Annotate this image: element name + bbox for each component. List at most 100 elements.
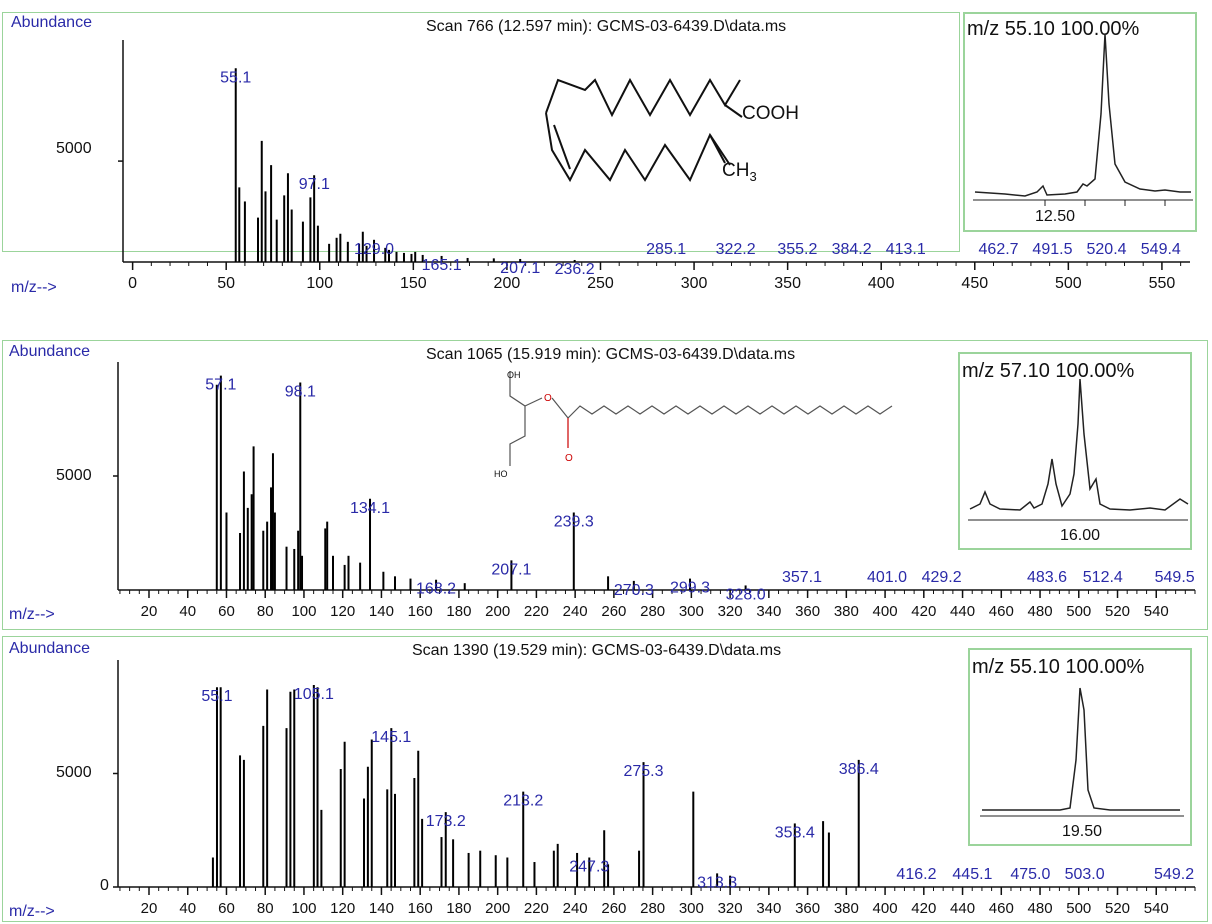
x-axis-title: m/z--> — [11, 279, 57, 296]
spectrum-frame — [2, 636, 1208, 922]
x-tick-label: 180 — [446, 900, 471, 917]
x-tick-label: 140 — [369, 900, 394, 917]
peak-label: 386.4 — [839, 761, 879, 778]
inset-title: m/z 55.10 100.00% — [967, 18, 1140, 40]
spectrum-panel-1: Abundance Scan 766 (12.597 min): GCMS-03… — [0, 0, 1212, 300]
peak-label: 503.0 — [1065, 866, 1105, 883]
x-tick-label: 40 — [179, 900, 196, 917]
x-tick-label: 100 — [291, 603, 316, 620]
peak-label: 328.0 — [726, 586, 766, 603]
peak-label: 353.4 — [775, 824, 815, 841]
molecule-structure — [545, 77, 743, 183]
structure-methyl-bond — [709, 134, 726, 164]
x-tick-label: 520 — [1105, 900, 1130, 917]
x-axis-title: m/z--> — [9, 606, 55, 623]
ion-chromatogram-inset: m/z 55.10 100.00% 19.50 — [968, 648, 1192, 846]
structure-o-link: O — [544, 393, 552, 404]
peak-label: 247.3 — [569, 858, 609, 875]
x-tick-label: 520 — [1105, 603, 1130, 620]
scan-title: Scan 1065 (15.919 min): GCMS-03-6439.D\d… — [426, 346, 796, 363]
x-tick-label: 120 — [330, 900, 355, 917]
x-tick-label: 460 — [989, 603, 1014, 620]
structure-glycerol — [509, 371, 526, 466]
x-tick-label: 280 — [640, 900, 665, 917]
y-tick-label: 5000 — [56, 140, 92, 157]
x-tick-label: 240 — [563, 603, 588, 620]
peak-label: 145.1 — [371, 729, 411, 746]
x-tick-label: 220 — [524, 900, 549, 917]
y-tick-label: 0 — [100, 877, 109, 894]
x-tick-label: 240 — [563, 900, 588, 917]
x-tick-label: 420 — [911, 900, 936, 917]
x-tick-label: 280 — [640, 603, 665, 620]
peak-label: 429.2 — [922, 569, 962, 586]
x-tick-label: 140 — [369, 603, 394, 620]
peak-label: 322.2 — [716, 241, 756, 258]
y-axis-title: Abundance — [9, 343, 90, 360]
x-tick-label: 260 — [601, 603, 626, 620]
x-tick-label: 480 — [1028, 603, 1053, 620]
structure-lower-chain — [545, 112, 731, 183]
peak-label: 313.3 — [697, 874, 737, 891]
x-tick-label: 220 — [524, 603, 549, 620]
x-tick-label: 400 — [868, 275, 895, 292]
methyl-subscript: 3 — [749, 168, 757, 184]
peak-label: 357.1 — [782, 569, 822, 586]
x-axis-title: m/z--> — [9, 903, 55, 920]
peak-label: 462.7 — [979, 241, 1019, 258]
peak-label: 445.1 — [952, 866, 992, 883]
peak-label: 475.0 — [1010, 866, 1050, 883]
methyl-text: CH — [722, 160, 750, 181]
x-tick-label: 500 — [1066, 900, 1091, 917]
x-tick-label: 450 — [961, 275, 988, 292]
y-axis-title: Abundance — [9, 640, 90, 657]
x-tick-label: 200 — [494, 275, 521, 292]
x-tick-label: 260 — [601, 900, 626, 917]
x-tick-label: 50 — [217, 275, 235, 292]
y-axis-title: Abundance — [11, 14, 92, 31]
peak-label: 413.1 — [886, 241, 926, 258]
x-tick-label: 380 — [834, 603, 859, 620]
peak-label: 239.3 — [554, 513, 594, 530]
x-tick-label: 100 — [306, 275, 333, 292]
peak-label: 275.3 — [623, 763, 663, 780]
structure-upper-chain — [545, 77, 741, 118]
inset-trace-line — [969, 378, 1189, 511]
x-tick-label: 320 — [718, 900, 743, 917]
x-tick-label: 200 — [485, 900, 510, 917]
peak-label: 129.0 — [354, 241, 394, 258]
x-tick-label: 200 — [485, 603, 510, 620]
x-tick-label: 160 — [408, 603, 433, 620]
x-tick-label: 480 — [1028, 900, 1053, 917]
x-tick-label: 400 — [873, 900, 898, 917]
x-tick-label: 300 — [679, 603, 704, 620]
structure-acid-bond — [724, 104, 743, 118]
spectrum-plot: 20 40 60 80 100 120 140 160 180 200 220 240 260 280 30… — [113, 362, 1196, 620]
peak-label: 98.1 — [285, 384, 316, 401]
x-tick-label: 20 — [141, 603, 158, 620]
structure-oh-top: OH — [507, 370, 521, 380]
molecule-structure — [509, 371, 893, 466]
x-tick-label: 80 — [257, 603, 274, 620]
inset-x-label: 16.00 — [1060, 527, 1101, 544]
x-tick-label: 0 — [128, 275, 137, 292]
x-tick-label: 380 — [834, 900, 859, 917]
x-tick-label: 400 — [873, 603, 898, 620]
x-tick-label: 540 — [1144, 900, 1169, 917]
peak-label: 55.1 — [201, 688, 232, 705]
structure-o-carbonyl: O — [565, 453, 573, 464]
peak-label: 549.2 — [1154, 866, 1194, 883]
peak-label: 207.1 — [491, 561, 531, 578]
x-tick-label: 460 — [989, 900, 1014, 917]
spectrum-frame — [2, 12, 960, 252]
x-tick-label: 80 — [257, 900, 274, 917]
ion-chromatogram-inset: m/z 57.10 100.00% 16.00 — [958, 352, 1192, 550]
x-tick-label: 350 — [774, 275, 801, 292]
x-tick-label: 500 — [1066, 603, 1091, 620]
peak-label: 105.1 — [294, 686, 334, 703]
inset-trace-line — [974, 33, 1191, 197]
x-tick-label: 500 — [1055, 275, 1082, 292]
x-tick-label: 440 — [950, 603, 975, 620]
peak-label: 520.4 — [1087, 241, 1127, 258]
